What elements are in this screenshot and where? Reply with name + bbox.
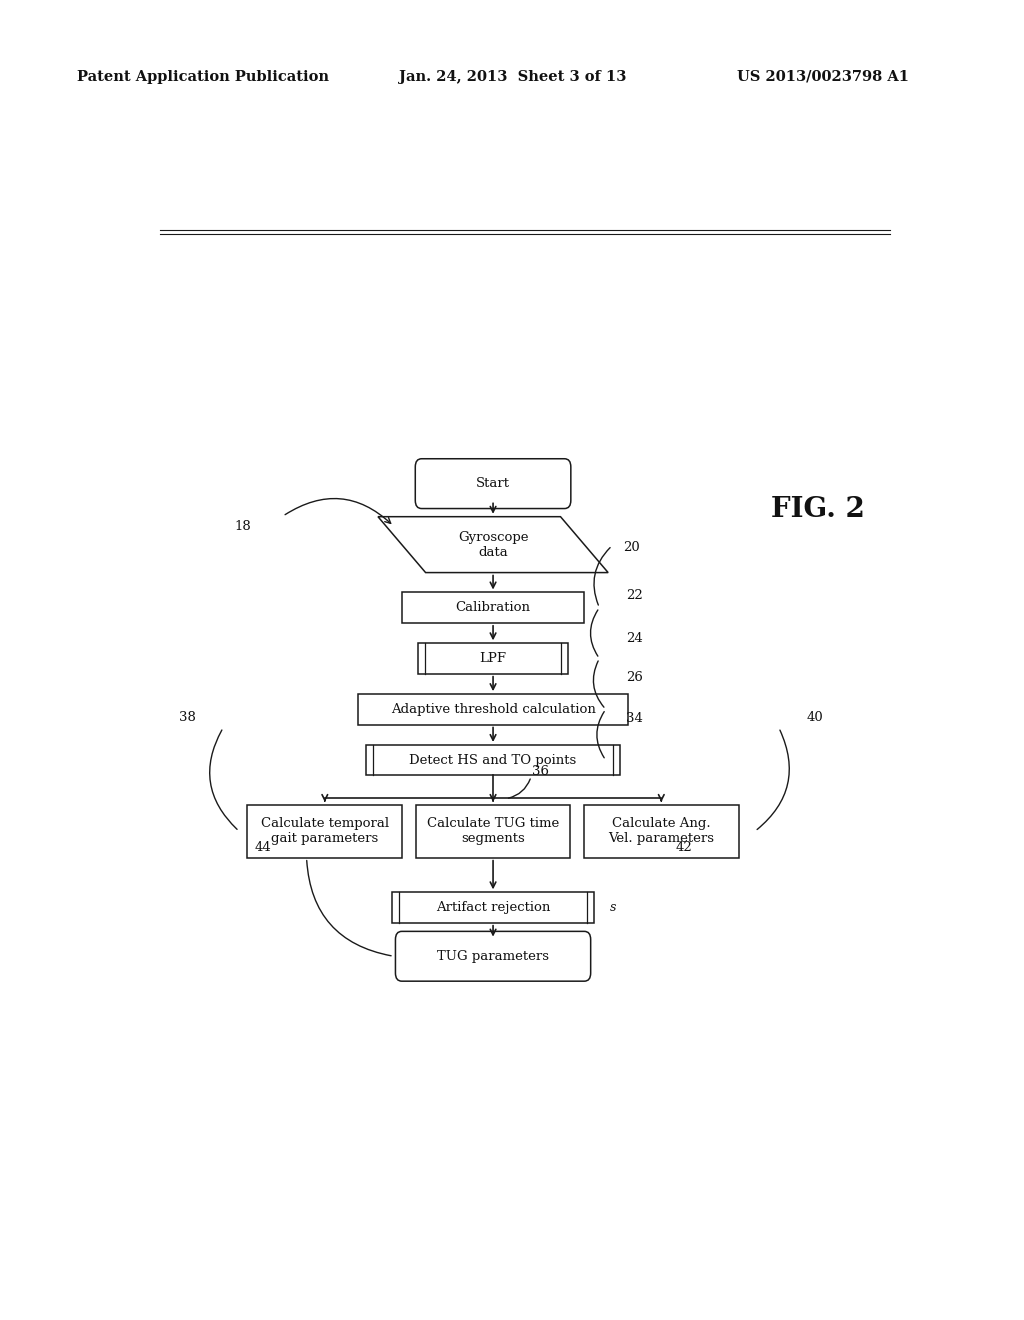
Bar [392, 892, 594, 923]
Text: 18: 18 [234, 520, 252, 533]
Bar [358, 694, 628, 725]
Text: Calculate TUG time
segments: Calculate TUG time segments [427, 817, 559, 845]
Text: 26: 26 [626, 672, 643, 684]
FancyBboxPatch shape [416, 459, 570, 508]
Text: s: s [610, 902, 616, 913]
Text: 42: 42 [675, 841, 692, 854]
Polygon shape [378, 516, 608, 573]
Text: Calculate Ang.
Vel. parameters: Calculate Ang. Vel. parameters [608, 817, 715, 845]
Text: 34: 34 [626, 711, 643, 725]
Text: LPF: LPF [479, 652, 507, 665]
Text: 44: 44 [255, 841, 271, 854]
Text: FIG. 2: FIG. 2 [771, 495, 864, 523]
Text: US 2013/0023798 A1: US 2013/0023798 A1 [737, 70, 909, 83]
Text: Adaptive threshold calculation: Adaptive threshold calculation [390, 702, 596, 715]
Text: Calibration: Calibration [456, 601, 530, 614]
Bar [367, 744, 621, 775]
Text: Calculate temporal
gait parameters: Calculate temporal gait parameters [261, 817, 389, 845]
Text: Patent Application Publication: Patent Application Publication [77, 70, 329, 83]
Text: 22: 22 [626, 589, 643, 602]
Text: 38: 38 [179, 711, 196, 723]
Text: Start: Start [476, 477, 510, 490]
Text: TUG parameters: TUG parameters [437, 950, 549, 962]
Text: 36: 36 [532, 764, 549, 777]
Text: 40: 40 [806, 711, 823, 723]
Bar [416, 805, 570, 858]
Text: Jan. 24, 2013  Sheet 3 of 13: Jan. 24, 2013 Sheet 3 of 13 [399, 70, 627, 83]
Text: Detect HS and TO points: Detect HS and TO points [410, 754, 577, 767]
Bar [248, 805, 402, 858]
Text: 20: 20 [624, 541, 640, 554]
Text: Gyroscope
data: Gyroscope data [458, 531, 528, 558]
FancyBboxPatch shape [395, 932, 591, 981]
Text: Artifact rejection: Artifact rejection [436, 902, 550, 913]
Bar [401, 593, 585, 623]
Bar [418, 643, 568, 673]
Text: 24: 24 [626, 632, 643, 644]
Bar [584, 805, 738, 858]
